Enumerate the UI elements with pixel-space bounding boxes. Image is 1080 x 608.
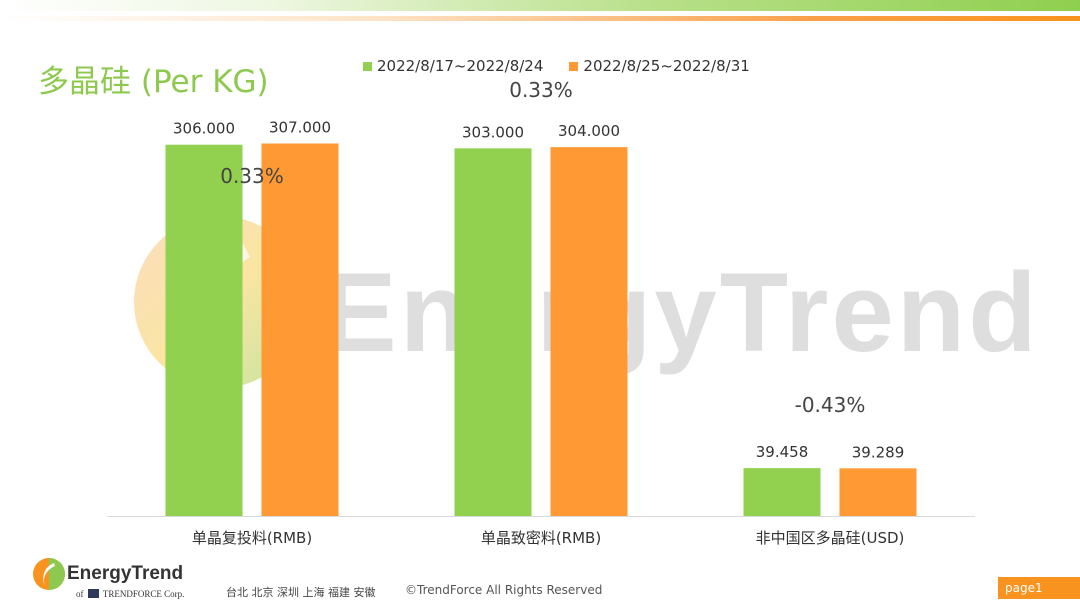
- legend-item-series-1: 2022/8/17~2022/8/24: [363, 57, 543, 75]
- change-label: 0.33%: [509, 78, 573, 102]
- page-title: 多晶硅 (Per KG): [38, 64, 269, 100]
- bar-orange-3: [839, 468, 917, 516]
- legend-label: 2022/8/25~2022/8/31: [583, 57, 750, 75]
- page-number-tag: page1: [998, 577, 1080, 599]
- legend-swatch-green: [363, 61, 372, 71]
- bar-orange-2: [550, 147, 628, 516]
- top-accent-line: [0, 16, 1080, 21]
- footer-sub-prefix: of: [76, 589, 84, 599]
- chart-legend: 2022/8/17~2022/8/24 2022/8/25~2022/8/31: [363, 57, 750, 75]
- footer-copyright: ©TrendForce All Rights Reserved: [405, 583, 603, 597]
- top-gradient-bar: [0, 0, 1080, 11]
- category-label: 单晶致密料(RMB): [481, 529, 601, 547]
- energytrend-logo-icon: [32, 557, 66, 595]
- legend-swatch-orange: [569, 61, 579, 71]
- footer-cities: 台北 北京 深圳 上海 福建 安徽: [226, 586, 376, 599]
- footer-sub-name: TRENDFORCE Corp.: [102, 589, 185, 599]
- data-label: 39.458: [756, 443, 809, 461]
- legend-item-series-2: 2022/8/25~2022/8/31: [569, 57, 750, 75]
- bar-green-2: [454, 148, 532, 516]
- change-label: 0.33%: [220, 164, 284, 188]
- data-label: 39.289: [852, 443, 905, 461]
- bar-green-1: [165, 144, 243, 516]
- category-label: 单晶复投料(RMB): [192, 529, 312, 547]
- data-label: 307.000: [269, 119, 331, 137]
- legend-label: 2022/8/17~2022/8/24: [377, 57, 544, 75]
- bar-orange-1: [261, 143, 339, 516]
- footer-brand: EnergyTrend: [67, 563, 184, 584]
- data-label: 306.000: [173, 120, 235, 138]
- category-label: 非中国区多晶硅(USD): [756, 529, 905, 547]
- watermark-text: EnergyTrend: [322, 250, 1040, 375]
- data-label: 304.000: [558, 122, 620, 140]
- change-label: -0.43%: [795, 393, 866, 417]
- bar-green-3: [743, 468, 821, 516]
- data-label: 303.000: [462, 123, 524, 141]
- footer-sub-brand: of TRENDFORCE Corp.: [76, 589, 184, 599]
- trendforce-logo-icon: [87, 589, 99, 598]
